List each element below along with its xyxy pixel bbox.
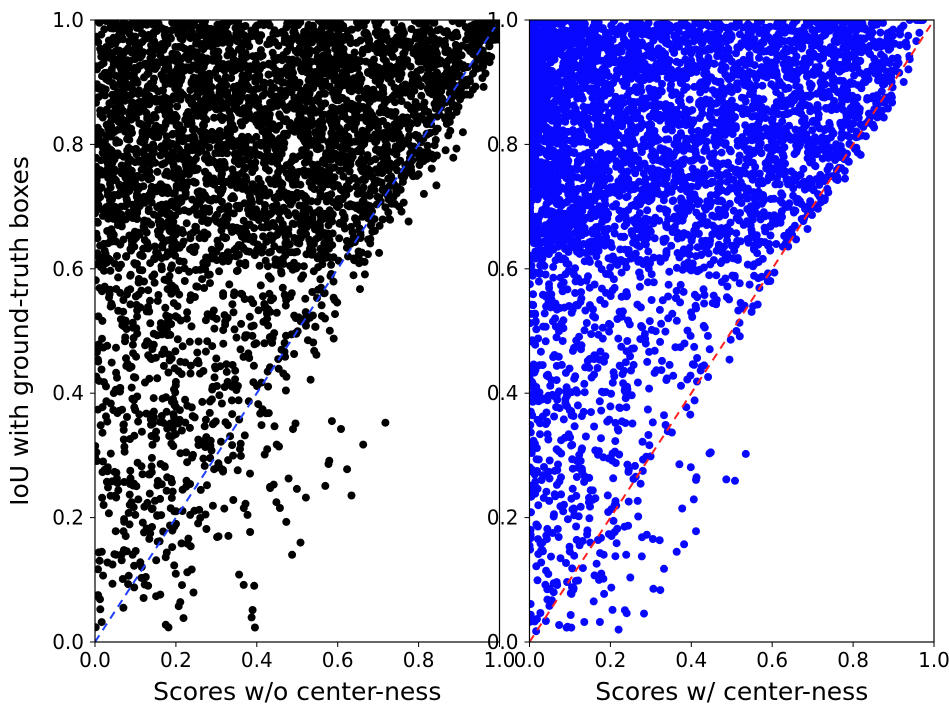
figure: IoU with ground-truth boxes 0.0 0.2 0.4 0.6 0… bbox=[0, 0, 949, 722]
x-tick-label: 0.2 bbox=[160, 648, 192, 672]
x-tick-label: 1.0 bbox=[918, 648, 949, 672]
y-tick-label: 0.6 bbox=[52, 257, 84, 281]
y-tick-label: 0.8 bbox=[487, 132, 519, 156]
y-tick-label: 1.0 bbox=[52, 8, 84, 32]
y-tick-label: 0.2 bbox=[487, 506, 519, 530]
y-tick-label: 0.2 bbox=[52, 506, 84, 530]
y-tick-label: 0.4 bbox=[487, 381, 519, 405]
x-tick-label: 0.4 bbox=[241, 648, 273, 672]
x-tick-label: 0.2 bbox=[594, 648, 626, 672]
y-tick-label: 0.0 bbox=[487, 630, 519, 654]
y-axis-label: IoU with ground-truth boxes bbox=[5, 156, 34, 506]
x-tick-label: 0.6 bbox=[322, 648, 354, 672]
x-tick-label: 0.8 bbox=[837, 648, 869, 672]
y-tick-label: 0.0 bbox=[52, 630, 84, 654]
x-axis-label: Scores w/o center-ness bbox=[153, 677, 441, 706]
y-tick-label: 0.4 bbox=[52, 381, 84, 405]
x-tick-label: 0.8 bbox=[403, 648, 435, 672]
y-tick-label: 0.8 bbox=[52, 132, 84, 156]
y-tick-label: 1.0 bbox=[487, 8, 519, 32]
y-tick-label: 0.6 bbox=[487, 257, 519, 281]
chart-svg: IoU with ground-truth boxes 0.0 0.2 0.4 0.6 0… bbox=[0, 0, 949, 722]
x-tick-label: 0.6 bbox=[756, 648, 788, 672]
x-axis-label: Scores w/ center-ness bbox=[595, 677, 868, 706]
x-tick-label: 0.4 bbox=[675, 648, 707, 672]
